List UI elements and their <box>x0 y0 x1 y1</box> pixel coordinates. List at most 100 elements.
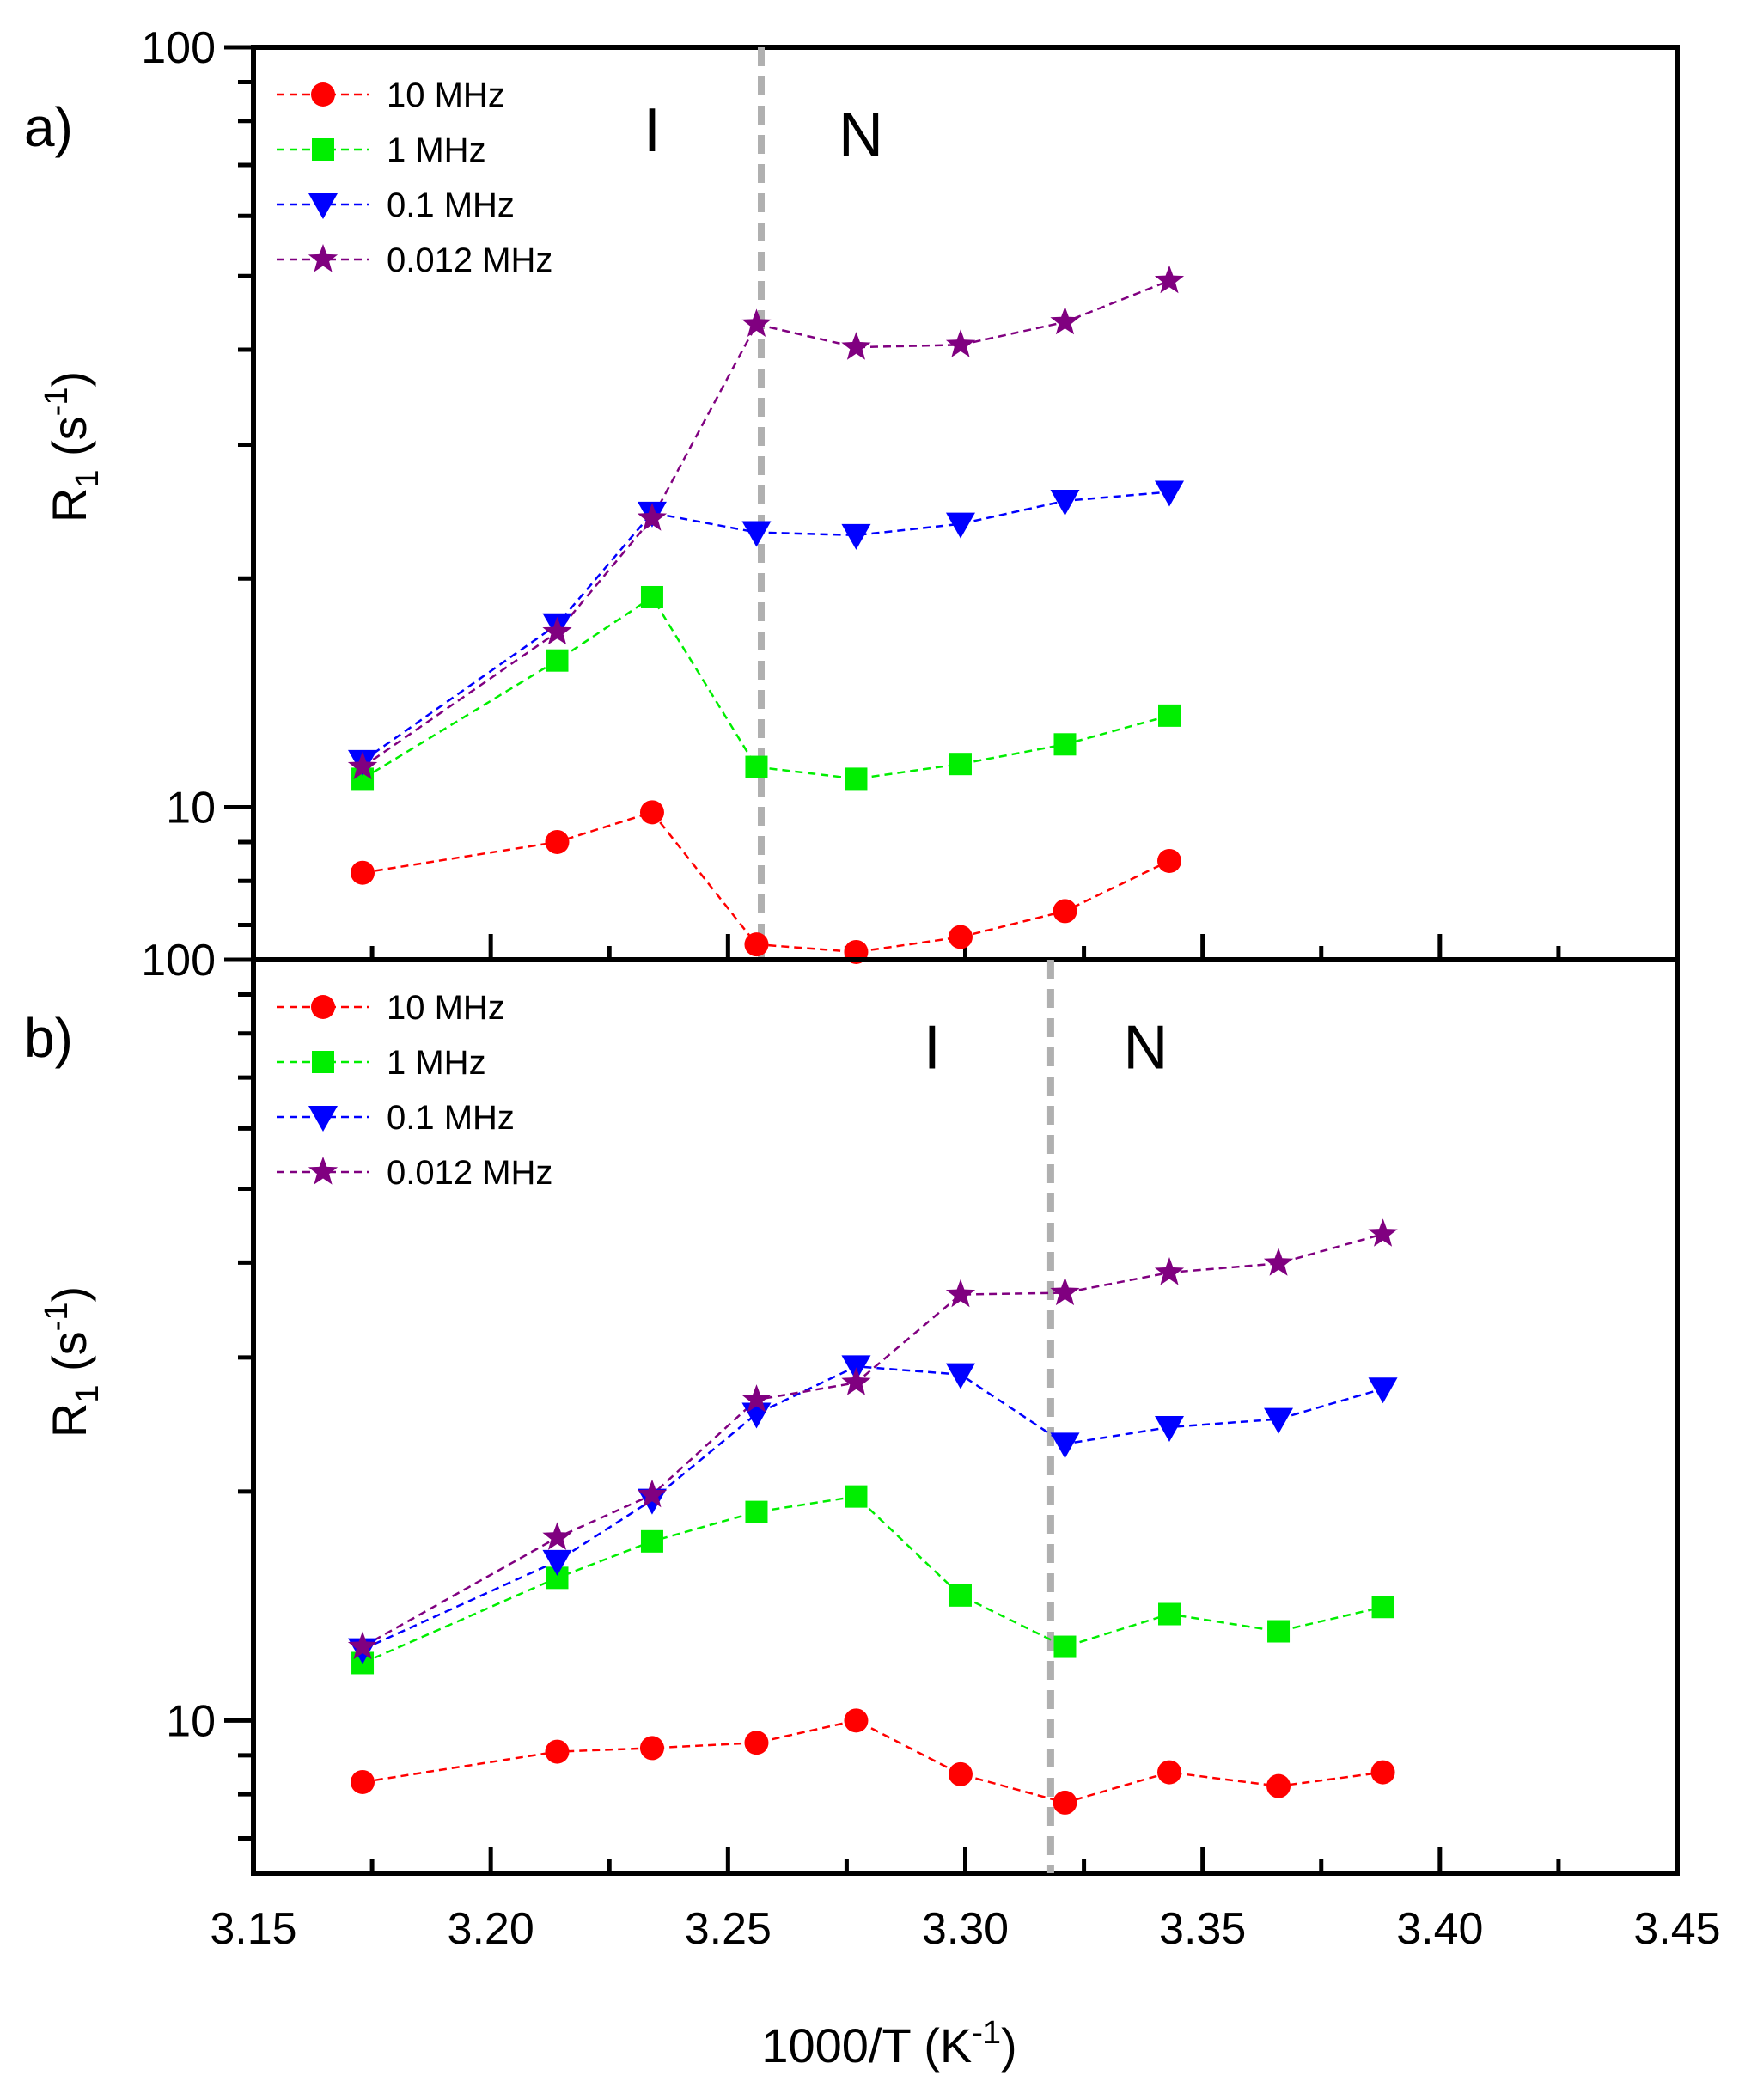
data-point <box>1053 1790 1077 1815</box>
panel-a-label: a) <box>24 96 73 158</box>
data-point <box>640 1529 663 1553</box>
panel-a-series-lines <box>362 279 1170 954</box>
phase-label-N: N <box>839 101 883 169</box>
data-point <box>744 1731 769 1755</box>
x-tick-label: 3.30 <box>922 1904 1009 1954</box>
data-point <box>542 1522 572 1550</box>
panel-b-series-lines <box>362 1232 1383 1804</box>
data-point <box>1267 1620 1291 1643</box>
panel-b-x-ticks <box>251 1847 1680 1873</box>
data-point <box>542 1549 572 1576</box>
legend-label: 10 MHz <box>387 76 505 114</box>
data-point <box>745 1500 768 1523</box>
data-point <box>545 1739 570 1764</box>
data-point <box>1368 1218 1398 1247</box>
panel-a-y-ticks: 10 100 <box>141 23 253 928</box>
data-point <box>1264 1407 1294 1434</box>
series-line-0.012-MHz <box>362 1232 1383 1648</box>
data-point <box>741 308 772 337</box>
data-point <box>841 332 871 360</box>
data-point <box>948 1761 973 1786</box>
data-point <box>1053 733 1077 756</box>
data-point <box>741 1402 772 1429</box>
legend-label: 0.012 MHz <box>387 1154 552 1192</box>
data-point <box>351 860 375 885</box>
data-point <box>1050 306 1080 335</box>
data-point <box>1154 265 1185 294</box>
data-point <box>945 329 976 357</box>
panel-b-series-markers <box>347 1218 1398 1815</box>
data-point <box>1368 1377 1398 1404</box>
data-point <box>1155 480 1185 507</box>
data-point <box>844 1708 869 1733</box>
data-point <box>1050 489 1080 516</box>
phase-label-I: I <box>644 96 661 165</box>
data-point <box>1370 1760 1395 1785</box>
data-point <box>948 925 973 949</box>
y-tick-label: 10 <box>166 784 216 833</box>
legend-marker <box>308 193 338 219</box>
data-point <box>1155 1415 1185 1442</box>
legend-label: 1 MHz <box>387 131 486 169</box>
phase-label-N: N <box>1123 1013 1168 1082</box>
data-point <box>1371 1596 1394 1619</box>
legend-marker <box>312 138 334 161</box>
x-tick-label: 3.20 <box>448 1904 534 1954</box>
series-line-1-MHz <box>362 1495 1383 1664</box>
data-point <box>1263 1248 1294 1276</box>
panel-b-y-ticks: 10 100 <box>141 936 253 1841</box>
data-point <box>1053 1635 1077 1658</box>
x-axis-title: 1000/T (K-1) <box>761 2015 1016 2073</box>
series-line-10-MHz <box>362 1718 1383 1804</box>
data-point <box>637 1479 668 1508</box>
data-point <box>949 1584 972 1607</box>
data-point <box>741 521 772 547</box>
data-point <box>347 1631 378 1660</box>
legend-marker <box>308 244 339 272</box>
y-tick-label: 100 <box>141 23 216 73</box>
legend-marker <box>308 1106 338 1132</box>
x-tick-label: 3.35 <box>1159 1904 1246 1954</box>
data-point <box>1157 848 1182 873</box>
legend-marker <box>311 995 335 1019</box>
data-point <box>1158 704 1181 727</box>
data-point <box>1158 1602 1181 1626</box>
legend-marker <box>311 82 335 107</box>
data-point <box>639 800 664 825</box>
data-point <box>945 512 975 539</box>
panel-a-frame <box>251 45 1680 962</box>
phase-label-I: I <box>924 1013 941 1082</box>
data-point <box>945 1363 975 1389</box>
series-line-0.012-MHz <box>362 279 1170 768</box>
panel-a-legend: 10 MHz 1 MHz 0.1 MHz 0.012 MHz <box>277 76 552 279</box>
panel-a-series-markers <box>347 265 1185 964</box>
x-tick-labels: 3.15 3.20 3.25 3.30 3.35 3.40 3.45 <box>210 1904 1720 1954</box>
data-point <box>347 751 378 780</box>
panel-b-legend: 10 MHz 1 MHz 0.1 MHz 0.012 MHz <box>277 989 552 1192</box>
data-point <box>639 1736 664 1761</box>
data-point <box>637 503 668 531</box>
data-point <box>640 585 663 608</box>
data-point <box>545 829 570 854</box>
series-line-0.1-MHz <box>362 1365 1383 1651</box>
legend-label: 10 MHz <box>387 989 505 1027</box>
x-tick-label: 3.40 <box>1396 1904 1483 1954</box>
data-point <box>841 1367 871 1395</box>
series-line-1-MHz <box>362 595 1170 780</box>
data-point <box>845 1485 868 1508</box>
legend-label: 0.1 MHz <box>387 1099 515 1137</box>
data-point <box>744 932 769 957</box>
data-point <box>542 616 572 645</box>
panel-a-y-axis-title: R1 (s-1) <box>39 371 106 522</box>
x-tick-label: 3.45 <box>1633 1904 1720 1954</box>
data-point <box>351 1769 375 1794</box>
data-point <box>546 649 569 672</box>
y-tick-label: 100 <box>141 936 216 986</box>
data-point <box>1050 1432 1080 1459</box>
data-point <box>1154 1257 1185 1285</box>
